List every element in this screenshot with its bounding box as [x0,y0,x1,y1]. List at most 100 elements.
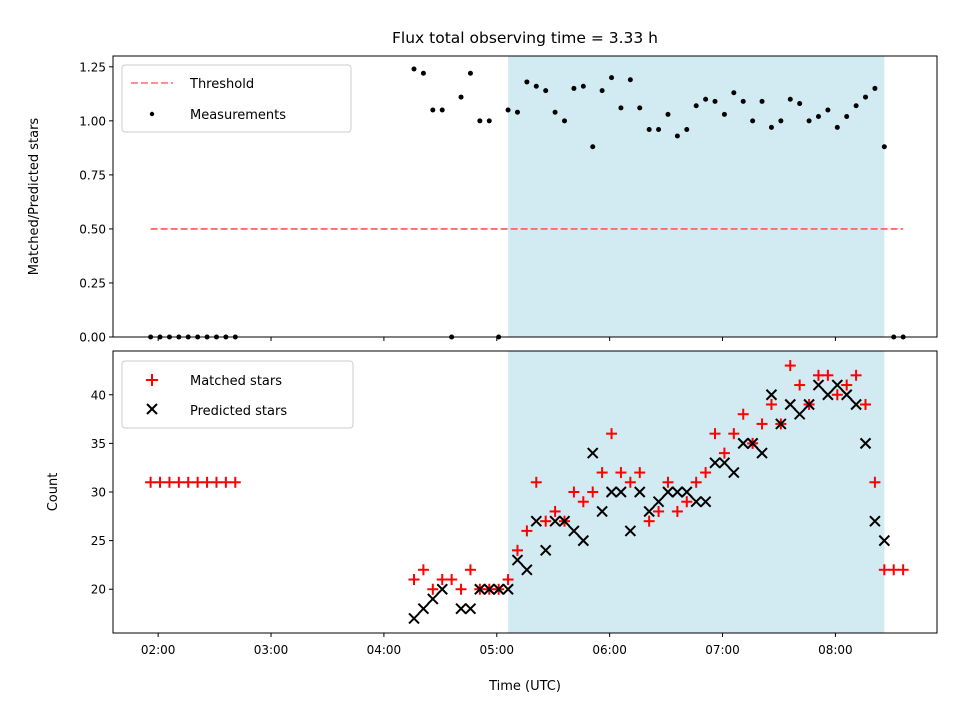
matched-star-point [417,564,429,576]
predicted-star-point [624,525,637,537]
measurement-point [618,105,624,111]
measurement-point [580,83,586,89]
predicted-star-point [643,505,655,518]
x-tick-label: 04:00 [367,643,402,657]
predicted-star-point [718,457,731,469]
predicted-star-point [822,389,834,401]
predicted-star-point [878,534,891,547]
measurement-point [881,144,887,150]
matched-star-point [606,428,618,440]
measurement-point [627,77,633,83]
measurement-point [665,111,671,117]
matched-star-point [229,476,241,488]
matched-star-point [643,515,655,527]
predicted-star-point [587,447,599,459]
legend-matched-label: Matched stars [190,374,282,389]
matched-star-point [822,369,834,381]
bottom-y-axis-label: Count [46,473,61,512]
predicted-star-point [737,437,749,450]
matched-star-point [860,398,872,410]
measurement-point [514,109,520,115]
matched-star-point [634,467,646,479]
measurement-point [590,144,596,150]
matched-star-point [540,515,552,527]
legend-threshold-label: Threshold [189,77,254,92]
matched-star-point [455,583,467,595]
matched-star-point [220,476,232,488]
measurement-point [674,133,680,139]
matched-star-point [728,428,740,440]
matched-star-point [163,476,175,488]
measurement-point [815,114,821,120]
measurement-point [656,126,662,132]
measurement-point [467,70,473,76]
measurement-point [825,107,831,113]
top-marks [148,66,906,340]
measurement-point [486,118,492,124]
matched-star-point [210,476,222,488]
matched-star-point [709,428,721,440]
measurement-point [863,94,869,100]
matched-star-point [784,360,796,372]
bottom-highlight-span [508,351,885,633]
matched-star-point [577,496,589,508]
matched-star-point [587,486,599,498]
matched-star-point [549,505,561,517]
y-tick-label: 0.75 [79,168,106,182]
matched-star-point [436,574,448,586]
x-tick-label: 03:00 [254,643,289,657]
measurement-point [693,103,699,109]
matched-star-point [408,574,420,586]
y-tick-label: 20 [91,583,106,597]
matched-star-point [201,476,213,488]
matched-star-point [145,476,157,488]
matched-star-point [897,564,909,576]
predicted-star-point [474,583,486,595]
legend-measurements-label: Measurements [190,108,286,123]
measurement-point [872,85,878,91]
predicted-star-point [436,583,448,595]
measurement-point [477,118,483,124]
x-tick-label: 02:00 [141,643,176,657]
bottom-x-axis-label: Time (UTC) [488,679,561,694]
matched-star-point [681,496,693,508]
predicted-star-point [728,466,740,479]
predicted-star-point [634,486,646,498]
predicted-star-point [530,515,542,527]
matched-star-point [878,564,890,576]
predicted-star-point [417,602,430,615]
matched-star-point [765,398,777,410]
predicted-star-point [427,593,439,605]
measurement-point [543,88,549,94]
matched-star-point [653,505,665,517]
legend-measurements-swatch [149,111,155,117]
predicted-star-point [605,486,618,498]
top-y-axis-label: Matched/Predicted stars [27,118,42,276]
matched-star-point [850,369,862,381]
bottom-y-ticks: 20 25 30 35 40 [91,388,113,597]
measurement-point [787,96,793,102]
y-tick-label: 40 [91,388,106,402]
y-tick-label: 0.00 [79,331,106,345]
x-tick-label: 08:00 [818,643,853,657]
matched-star-point [737,408,749,420]
x-tick-label: 06:00 [592,643,627,657]
predicted-star-point [709,457,721,469]
predicted-star-point [455,602,467,615]
predicted-star-point [502,583,514,595]
bottom-legend: Matched stars Predicted stars [121,360,354,429]
predicted-star-point [831,379,843,391]
legend-predicted-swatch [146,403,158,415]
predicted-star-point [746,437,759,450]
top-y-ticks: 0.00 0.25 0.50 0.75 1.00 1.25 [79,60,113,345]
measurement-point [599,88,605,94]
matched-star-point [718,447,730,459]
bottom-marks [145,360,909,625]
bottom-panel: 20 25 30 35 40 02:00 03:00 04:00 05:00 06:00 07:0… [46,350,938,694]
matched-star-point [794,379,806,391]
measurement-point [505,107,511,113]
matched-star-point [182,476,194,488]
y-tick-label: 0.25 [79,276,106,290]
measurement-point [853,103,859,109]
measurement-point [646,126,652,132]
